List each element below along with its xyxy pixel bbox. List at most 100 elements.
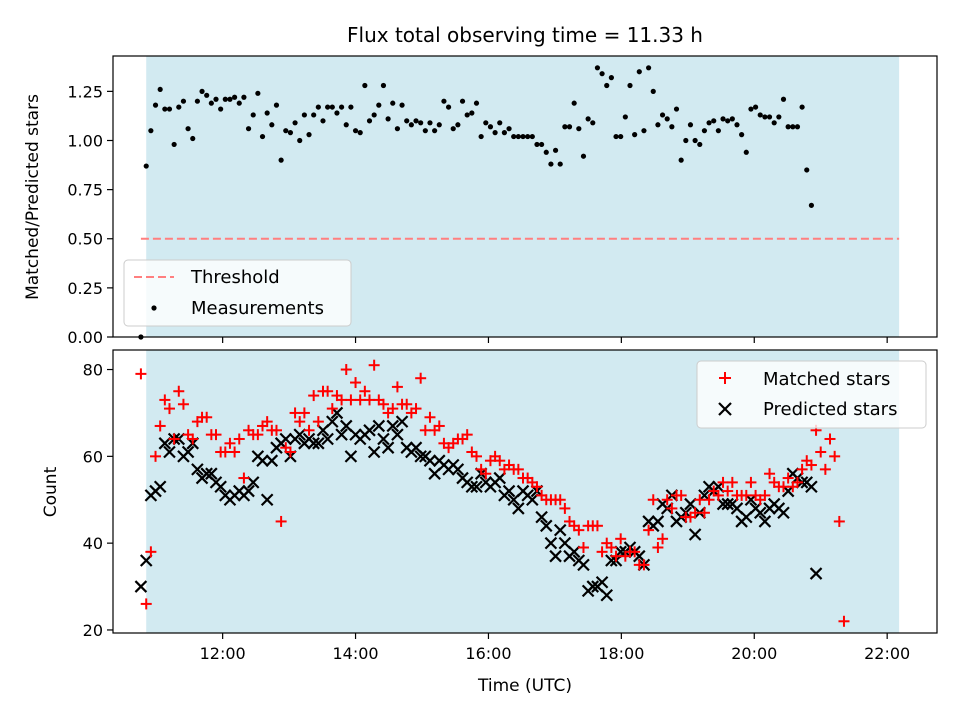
matched-star-point: [401, 398, 413, 410]
measurement-point: [780, 96, 787, 102]
threshold-legend-label: Threshold: [190, 267, 280, 288]
measurement-point: [306, 132, 312, 138]
matched-star-point: [717, 476, 729, 488]
measurement-point: [664, 116, 670, 122]
measurement-point: [752, 104, 759, 110]
measurement-point: [576, 126, 582, 132]
matched-star-point: [270, 424, 282, 436]
measurement-point: [604, 82, 610, 89]
time-x-ticks: 12:00 14:00 16:00 18:00 20:00 22:00: [200, 633, 910, 663]
measurement-point: [171, 141, 177, 148]
measurement-point: [473, 100, 480, 106]
matched-star-point: [350, 377, 362, 389]
measurement-point: [390, 100, 396, 106]
matched-star-point: [284, 446, 296, 458]
predicted-star-point: [321, 432, 334, 446]
matched-star-point: [470, 450, 482, 462]
matched-star-point: [698, 507, 710, 519]
matched-star-point: [722, 485, 734, 497]
measurement-point: [441, 98, 447, 104]
measurement-point: [655, 122, 661, 128]
matched-star-point: [229, 446, 241, 458]
measurement-point: [385, 116, 391, 122]
measurement-point: [566, 124, 573, 130]
predicted-star-point: [242, 484, 255, 498]
matched-star-point: [703, 494, 715, 506]
measurement-point: [338, 104, 345, 110]
predicted-star-point: [214, 480, 227, 494]
predicted-star-point: [544, 536, 558, 550]
measurement-point: [222, 96, 228, 102]
x-axis-label: Time (UTC): [477, 676, 572, 696]
measurement-point: [190, 135, 196, 142]
ratio-y-tick-label: 0.00: [67, 328, 103, 347]
matched-star-point: [596, 546, 608, 558]
measurement-point: [478, 133, 484, 140]
matched-star-point: [824, 433, 836, 445]
predicted-star-point: [512, 502, 525, 515]
measurement-point: [525, 133, 531, 140]
count-legend: Matched stars Predicted stars: [696, 360, 927, 429]
matched-star-point: [433, 420, 445, 432]
matched-star-point: [364, 394, 376, 406]
predicted-star-point: [391, 428, 404, 441]
predicted-star-point: [470, 480, 483, 494]
measurement-point: [380, 82, 387, 89]
matched-star-point: [252, 429, 264, 441]
matched-star-point: [308, 390, 320, 402]
matched-star-point: [294, 416, 306, 428]
measurement-point: [255, 90, 261, 96]
matched-star-point: [796, 463, 808, 475]
measurement-point: [790, 124, 796, 130]
matched-legend-label: Matched stars: [763, 369, 890, 390]
measurement-point: [343, 122, 349, 128]
measurement-point: [445, 104, 452, 110]
matched-star-point: [163, 403, 175, 415]
predicted-star-point: [535, 510, 548, 524]
time-x-tick-label: 12:00: [200, 644, 246, 663]
predicted-star-point: [465, 480, 479, 494]
measurement-point: [743, 149, 749, 155]
matched-star-point: [764, 468, 776, 480]
measurement-point: [334, 110, 340, 116]
measurement-point: [734, 122, 740, 128]
measurement-point: [548, 161, 554, 167]
measurement-point: [180, 98, 187, 104]
predicted-star-point: [191, 463, 204, 476]
predicted-star-point: [526, 493, 539, 507]
count-y-tick-label: 80: [83, 361, 103, 380]
predicted-star-point: [381, 441, 395, 454]
measurement-point: [748, 106, 754, 112]
measurement-point: [292, 120, 298, 126]
predicted-star-point: [721, 497, 734, 511]
measurement-point: [594, 65, 601, 71]
measurement-point: [687, 122, 694, 128]
predicted-star-point: [553, 523, 567, 537]
measurement-point: [278, 157, 284, 163]
matched-star-point: [605, 541, 617, 553]
measurement-point: [199, 88, 205, 94]
matched-star-point: [759, 489, 771, 501]
ratio-legend: Threshold Measurements: [123, 259, 352, 327]
matched-star-point: [336, 394, 348, 406]
measurement-point: [632, 132, 638, 138]
matched-star-point: [233, 433, 245, 445]
matched-star-point: [661, 494, 673, 506]
predicted-star-point: [326, 415, 339, 428]
matched-star-point: [675, 489, 687, 501]
matched-star-point: [819, 463, 831, 475]
measurement-point: [352, 128, 359, 134]
measurement-point: [669, 124, 675, 130]
matched-star-point: [740, 489, 752, 501]
measurement-point: [808, 202, 815, 208]
matched-star-point: [275, 515, 287, 527]
matched-star-point: [461, 429, 473, 441]
matched-star-point: [298, 407, 310, 419]
measurement-point: [287, 130, 294, 136]
measurement-point: [799, 104, 805, 110]
measurement-point: [562, 124, 568, 130]
matched-star-point: [289, 407, 301, 419]
predicted-star-point: [414, 450, 427, 463]
count-y-ticks: 20 40 60 80: [83, 361, 113, 640]
